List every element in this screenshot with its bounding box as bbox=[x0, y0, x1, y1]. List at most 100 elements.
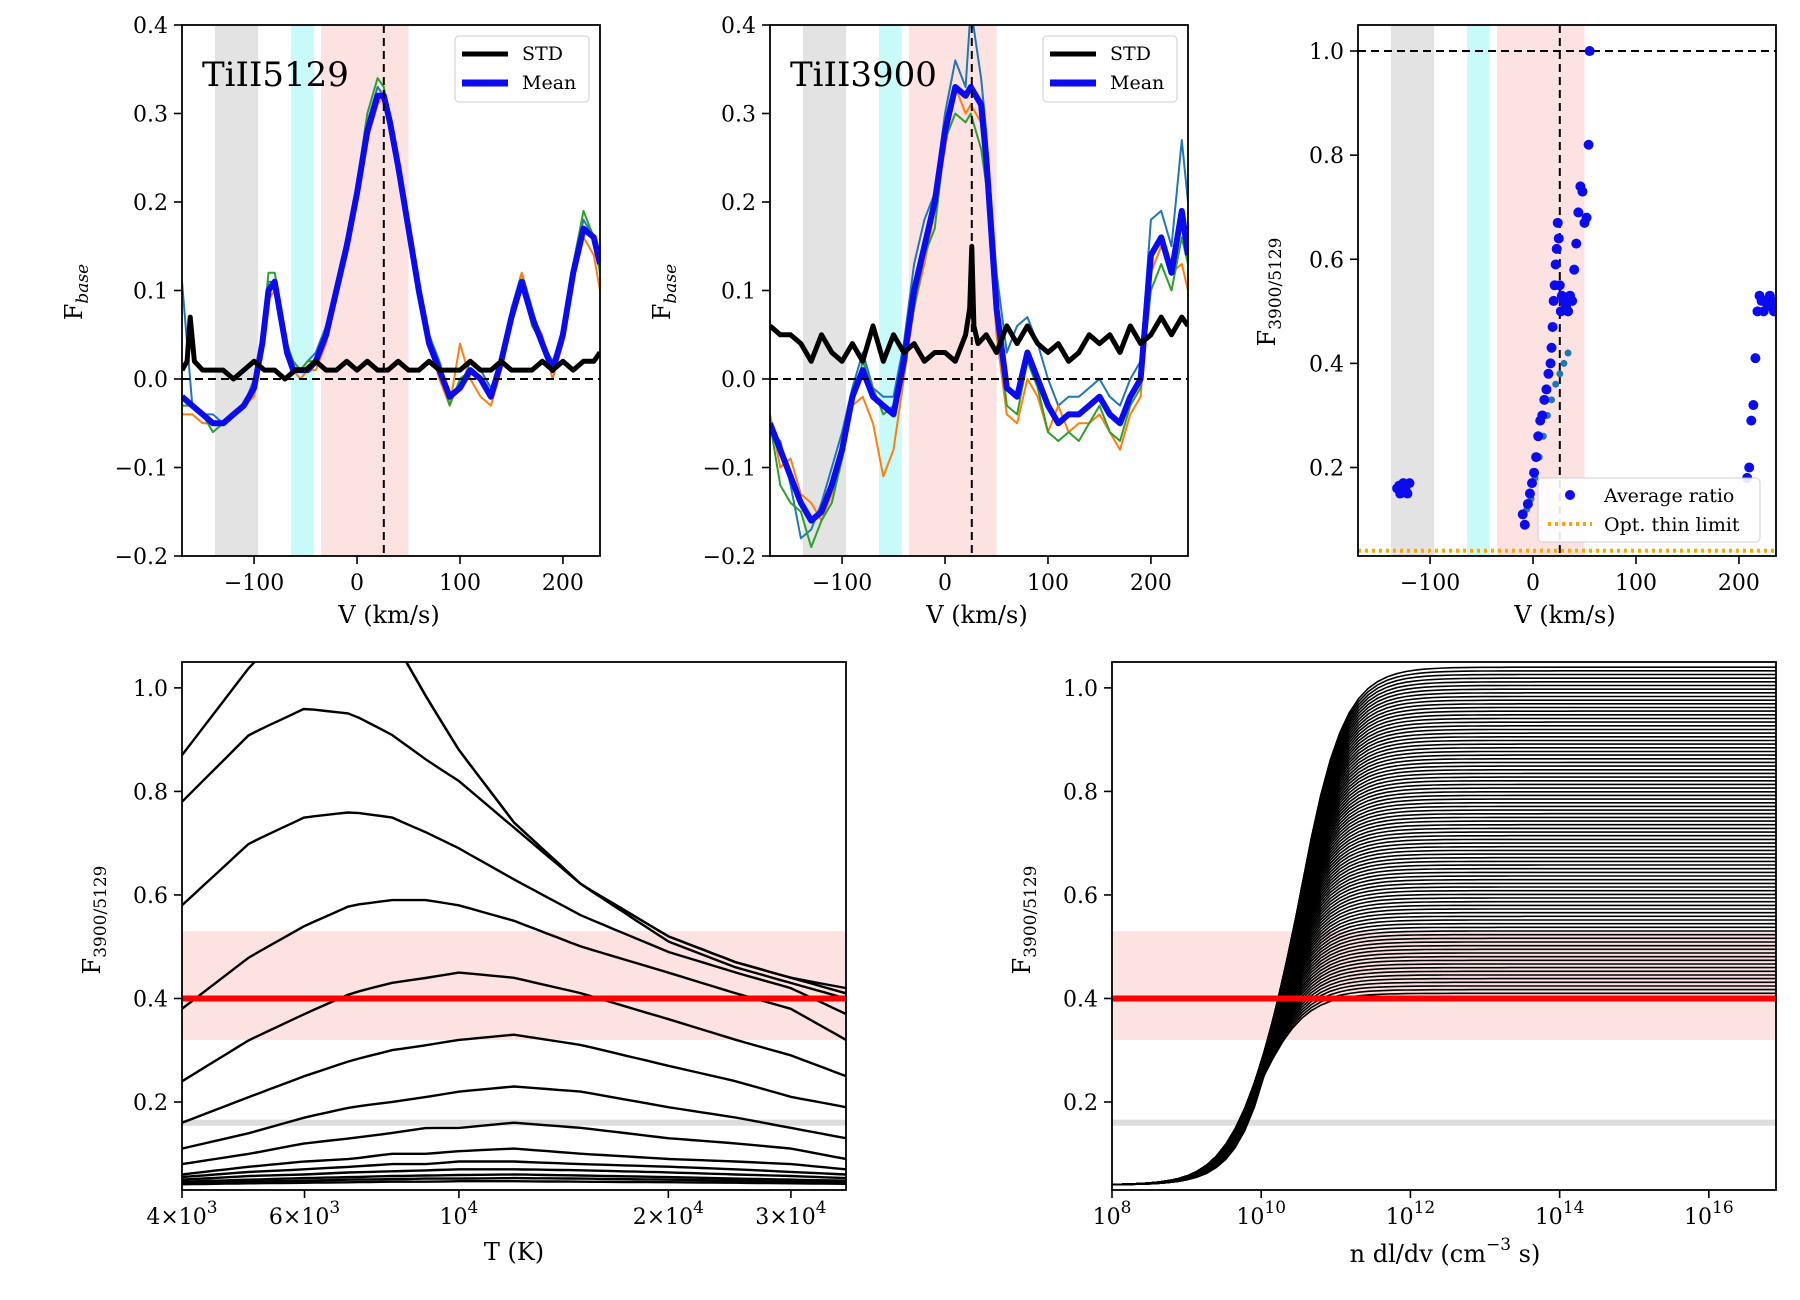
x-tick-exponent: 4 bbox=[816, 1198, 827, 1218]
average-ratio-point bbox=[1563, 306, 1574, 317]
panel-2-annotation: TiII3900 bbox=[790, 55, 937, 95]
x-tick-label: 100 bbox=[439, 571, 481, 596]
average-ratio-point bbox=[1524, 488, 1535, 499]
x-tick-label: 100 bbox=[1027, 571, 1069, 596]
panel-tiII5129: −0.2 −0.1 0.0 0.1 0.2 0.3 0.4 −100 0 100 200 TiII5… bbox=[60, 14, 601, 629]
x-tick-exponent: 4 bbox=[693, 1198, 704, 1218]
x-tick-exponent: 4 bbox=[467, 1198, 478, 1218]
x-tick-label: 0 bbox=[938, 571, 952, 596]
x-tick-exponent: 3 bbox=[329, 1198, 340, 1218]
x-tick-label: 1012 bbox=[1386, 1198, 1436, 1230]
panel-1-legend: STD Mean bbox=[454, 35, 590, 103]
average-ratio-point bbox=[1529, 467, 1540, 478]
panel-ratio-vs-temperature: 0.2 0.4 0.6 0.8 1.0 4×103 6×103 104 2×104 3×104 T… bbox=[78, 661, 847, 1266]
average-ratio-point bbox=[1547, 321, 1558, 332]
series-component-1 bbox=[770, 25, 1188, 540]
legend-thin-limit-label: Opt. thin limit bbox=[1604, 514, 1740, 536]
y-tick-label: 0.1 bbox=[133, 280, 168, 305]
series-std bbox=[770, 243, 1188, 364]
x-tick-label: 100 bbox=[1615, 571, 1657, 596]
panel-1-plot-area: −0.2 −0.1 0.0 0.1 0.2 0.3 0.4 −100 0 100 200 bbox=[115, 14, 601, 596]
average-ratio-point bbox=[1546, 342, 1557, 353]
average-ratio-point bbox=[1522, 498, 1533, 509]
x-tick-label: 104 bbox=[439, 1198, 478, 1230]
y-tick-label: 0.6 bbox=[1309, 248, 1344, 273]
model-curve bbox=[182, 1085, 846, 1150]
x-tick-exponent: 16 bbox=[1712, 1198, 1734, 1218]
average-ratio-point bbox=[1551, 243, 1562, 254]
model-curve bbox=[182, 1173, 846, 1183]
panel-2-ylabel: Fbase bbox=[648, 264, 681, 320]
shaded-region bbox=[291, 25, 314, 556]
y-tick-label: 0.0 bbox=[133, 368, 168, 393]
panel-1-ylabel: Fbase bbox=[60, 264, 93, 320]
legend-mean-label: Mean bbox=[522, 72, 576, 94]
shaded-region bbox=[1496, 25, 1585, 556]
model-curve bbox=[182, 898, 846, 1041]
axes-frame bbox=[181, 661, 847, 1191]
y-tick-label: 0.3 bbox=[721, 103, 756, 128]
panel-1-annotation: TiII5129 bbox=[202, 55, 349, 95]
panel-3-legend: Average ratio Opt. thin limit bbox=[1537, 477, 1761, 543]
average-ratio-point bbox=[1533, 431, 1544, 442]
x-tick-label: 1014 bbox=[1535, 1198, 1585, 1230]
average-ratio-point bbox=[1397, 485, 1408, 496]
model-curve bbox=[182, 707, 846, 1000]
x-tick-label: 200 bbox=[1718, 571, 1760, 596]
y-tick-label: −0.1 bbox=[703, 457, 756, 482]
x-tick-exponent: 12 bbox=[1414, 1198, 1436, 1218]
plot-clip-group bbox=[770, 25, 1188, 556]
x-tick-label: 6×103 bbox=[269, 1198, 340, 1230]
axes-frame bbox=[1111, 661, 1777, 1191]
y-tick-label: 0.2 bbox=[1063, 1091, 1098, 1116]
plot-clip-group bbox=[182, 662, 846, 1186]
average-ratio-point bbox=[1526, 478, 1537, 489]
legend-std-label: STD bbox=[1110, 43, 1151, 65]
panel-ratio-vs-velocity: 0.2 0.4 0.6 0.8 1.0 −100 0 100 200 V (km/s) F390… bbox=[1253, 24, 1777, 629]
panel-2-xlabel: V (km/s) bbox=[925, 601, 1027, 629]
y-tick-label: 0.4 bbox=[721, 14, 756, 39]
average-ratio-point bbox=[1543, 368, 1554, 379]
panel-1-xlabel: V (km/s) bbox=[337, 601, 439, 629]
x-tick-label: −100 bbox=[1400, 571, 1460, 596]
average-ratio-point bbox=[1531, 452, 1542, 463]
x-tick-label: 0 bbox=[350, 571, 364, 596]
x-tick-label: 3×104 bbox=[755, 1198, 826, 1230]
panel-4-xlabel: T (K) bbox=[484, 1238, 544, 1266]
y-tick-label: 0.2 bbox=[133, 191, 168, 216]
shaded-region bbox=[1390, 25, 1435, 556]
model-curve bbox=[1112, 666, 1776, 1186]
panel-4-ylabel: F3900/5129 bbox=[78, 866, 111, 975]
model-curve bbox=[182, 1180, 846, 1186]
average-ratio-point bbox=[1553, 233, 1564, 244]
panel-3-xlabel: V (km/s) bbox=[1513, 601, 1615, 629]
average-ratio-point bbox=[1567, 295, 1578, 306]
panel-tiII3900: −0.2 −0.1 0.0 0.1 0.2 0.3 0.4 −100 0 100 200 TiII3… bbox=[648, 14, 1189, 629]
y-tick-label: 0.4 bbox=[1309, 352, 1344, 377]
average-ratio-point bbox=[1583, 139, 1594, 150]
y-tick-label: 0.0 bbox=[721, 368, 756, 393]
average-ratio-point bbox=[1404, 478, 1415, 489]
average-ratio-point bbox=[1744, 462, 1755, 473]
model-curve bbox=[182, 1176, 846, 1185]
model-curve bbox=[182, 1033, 846, 1124]
x-tick-label: 4×103 bbox=[146, 1198, 217, 1230]
model-curve bbox=[182, 1121, 846, 1166]
x-tick-exponent: 8 bbox=[1121, 1198, 1132, 1218]
average-ratio-point bbox=[1517, 509, 1528, 520]
y-tick-label: 1.0 bbox=[1309, 40, 1344, 65]
legend-average-ratio-marker bbox=[1565, 490, 1575, 500]
y-tick-label: 0.2 bbox=[1309, 457, 1344, 482]
shaded-region bbox=[214, 25, 259, 556]
y-tick-label: −0.2 bbox=[703, 545, 756, 570]
x-tick-label: 1010 bbox=[1236, 1198, 1286, 1230]
x-tick-exponent: 10 bbox=[1264, 1198, 1286, 1218]
panel-5-xlabel: n dl/dv (cm−3 s) bbox=[1350, 1235, 1541, 1268]
y-tick-label: 0.2 bbox=[133, 1091, 168, 1116]
axes-frame bbox=[1357, 24, 1777, 557]
average-ratio-point bbox=[1571, 238, 1582, 249]
y-tick-label: 0.8 bbox=[133, 780, 168, 805]
average-ratio-point bbox=[1584, 46, 1595, 57]
